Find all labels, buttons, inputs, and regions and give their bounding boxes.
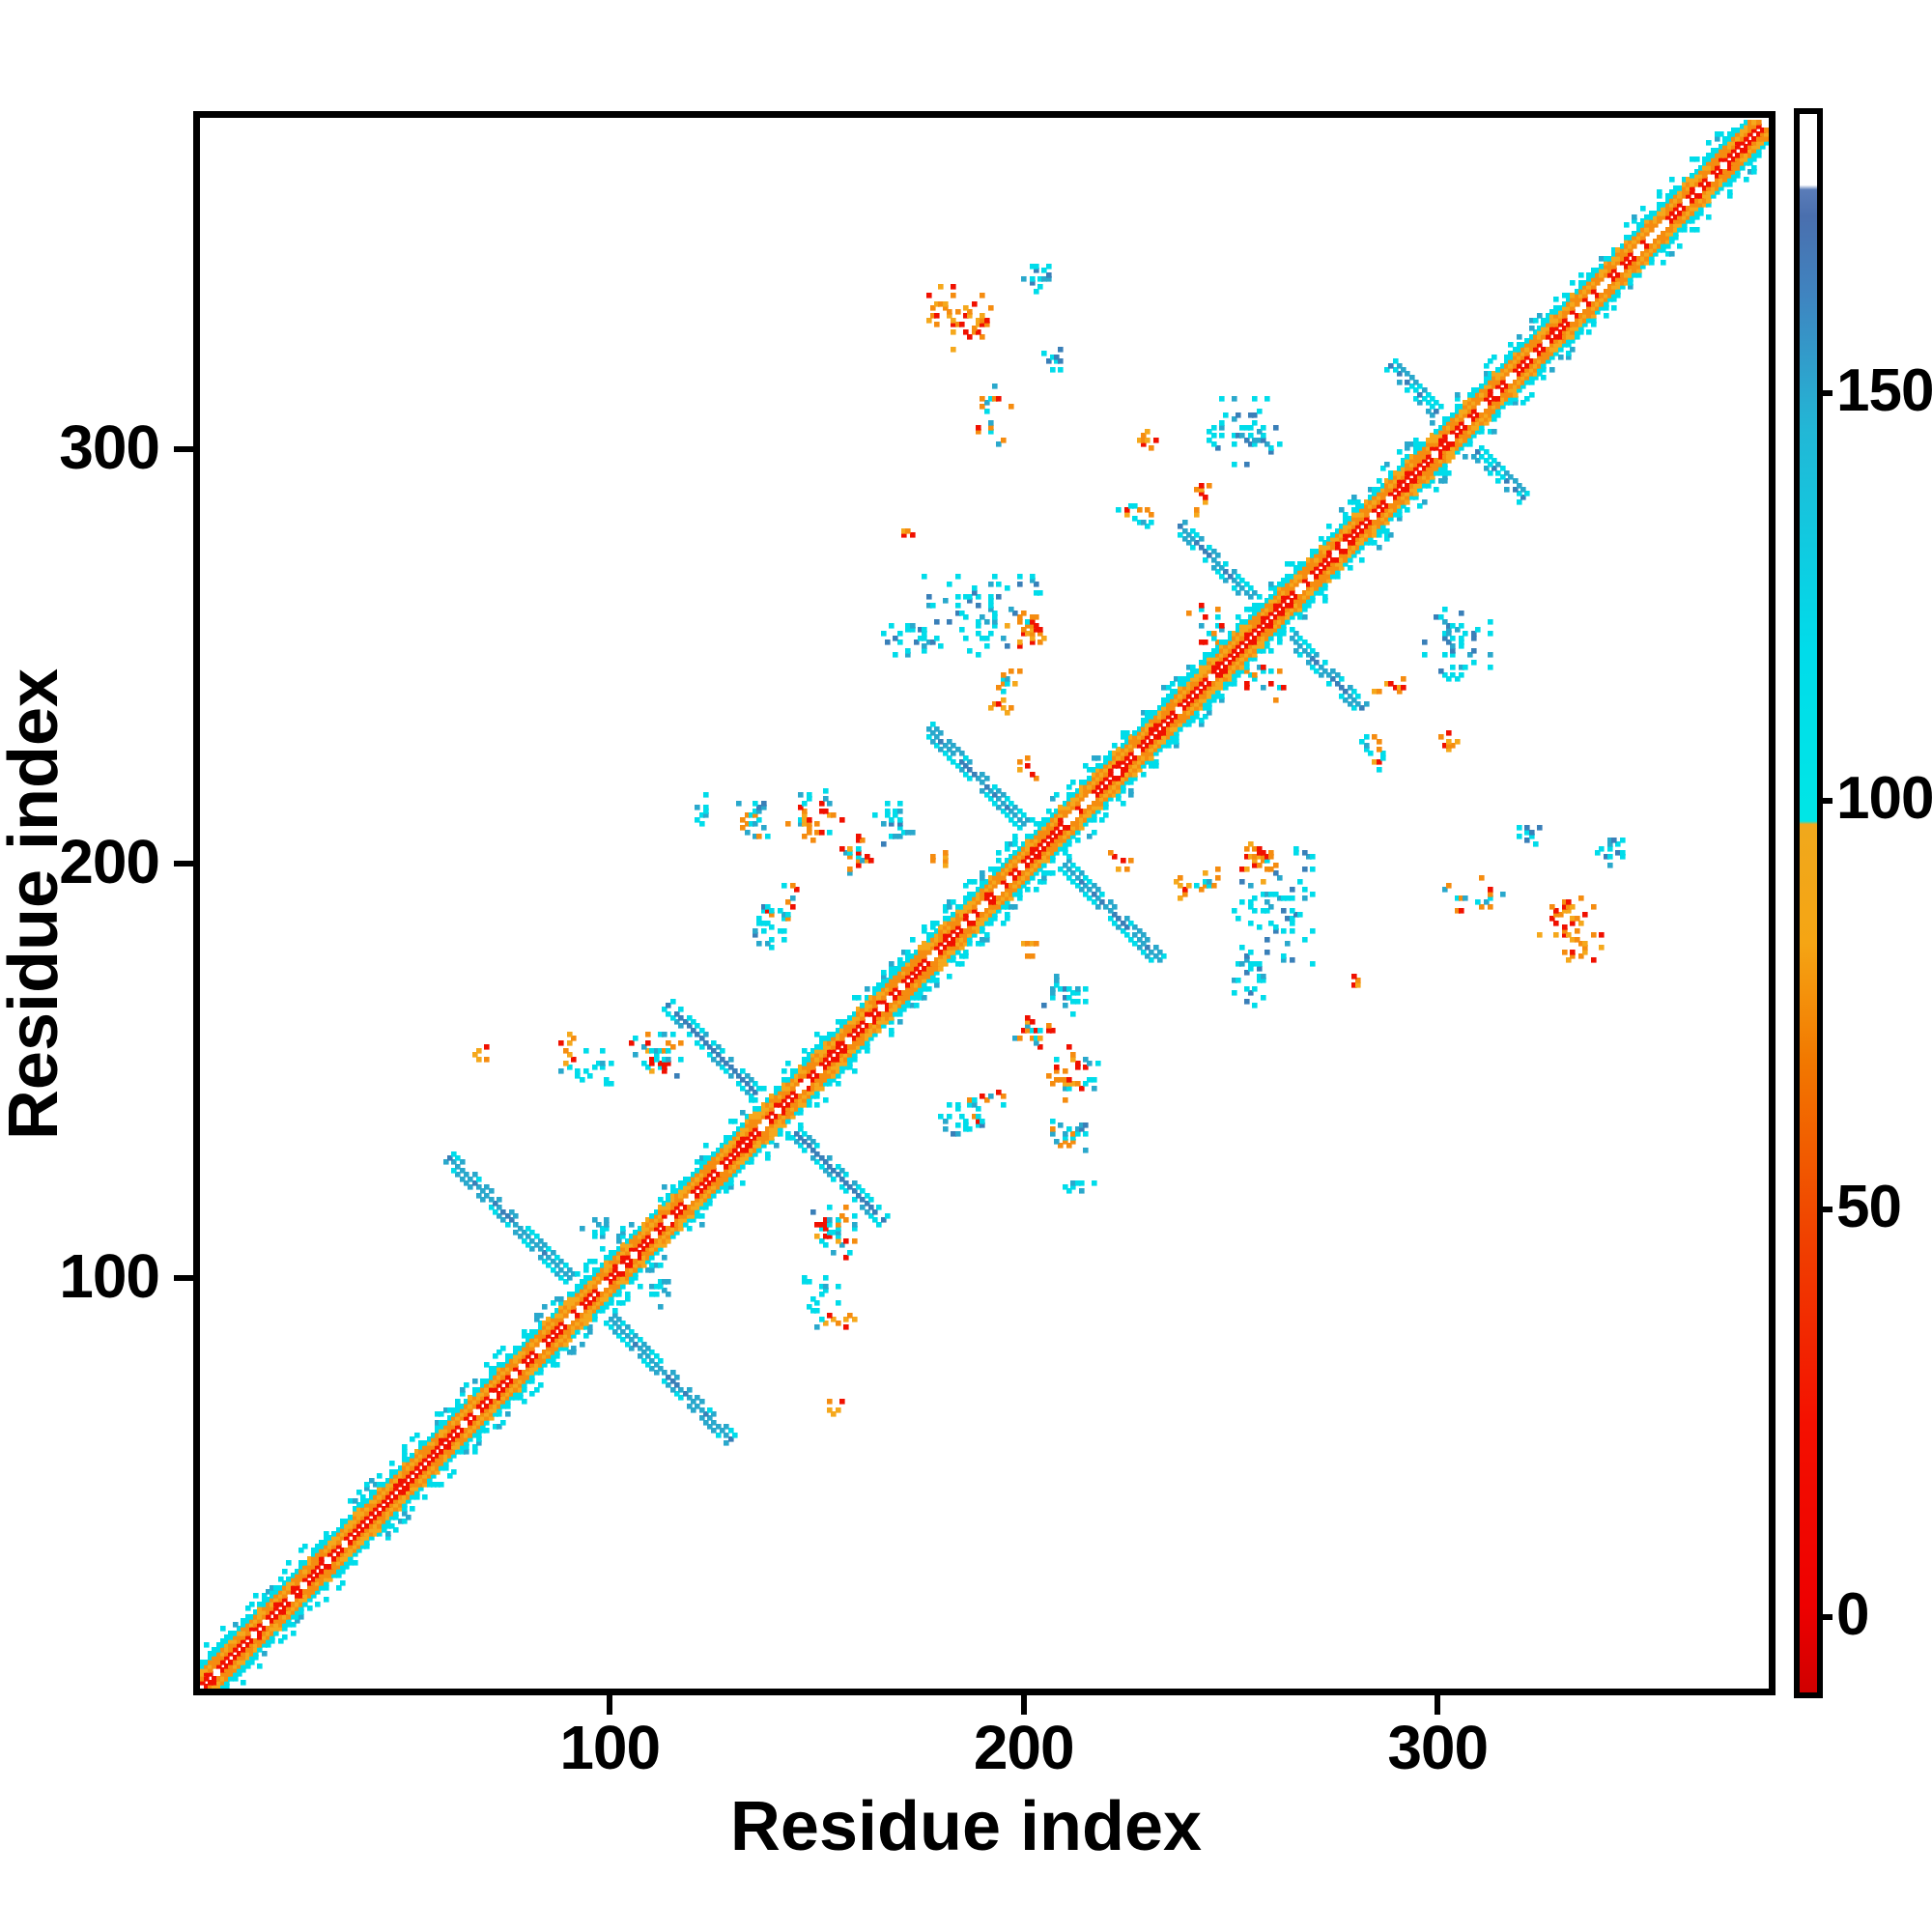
colorbar-gradient bbox=[1800, 114, 1817, 1692]
heatmap-plot-area bbox=[193, 111, 1776, 1695]
y-tick-300 bbox=[174, 446, 193, 453]
colorbar-tick-150 bbox=[1817, 390, 1833, 397]
colorbar-label-50: 50 bbox=[1836, 1173, 1902, 1240]
colorbar-label-0: 0 bbox=[1836, 1580, 1869, 1648]
y-tick-label-200: 200 bbox=[59, 827, 160, 897]
colorbar-wrap: 0 50 100 150 bbox=[1794, 108, 1932, 1698]
y-tick-200 bbox=[174, 861, 193, 867]
x-tick-label-200: 200 bbox=[973, 1713, 1075, 1782]
y-tick-100 bbox=[174, 1275, 193, 1282]
colorbar-label-100: 100 bbox=[1836, 765, 1932, 833]
x-tick-100 bbox=[607, 1695, 613, 1715]
x-tick-label-300: 300 bbox=[1387, 1713, 1489, 1782]
x-tick-label-100: 100 bbox=[559, 1713, 661, 1782]
colorbar-label-150: 150 bbox=[1836, 357, 1932, 425]
x-tick-200 bbox=[1020, 1695, 1027, 1715]
y-tick-label-300: 300 bbox=[59, 412, 160, 483]
x-axis-label: Residue index bbox=[729, 1788, 1203, 1865]
colorbar bbox=[1794, 108, 1823, 1698]
colorbar-tick-0 bbox=[1817, 1613, 1833, 1620]
y-tick-label-100: 100 bbox=[59, 1241, 160, 1312]
colorbar-tick-50 bbox=[1817, 1206, 1833, 1212]
contact-map-canvas bbox=[200, 118, 1769, 1689]
y-axis-label: Residue index bbox=[0, 668, 72, 1141]
colorbar-tick-100 bbox=[1817, 798, 1833, 805]
x-tick-300 bbox=[1435, 1695, 1441, 1715]
